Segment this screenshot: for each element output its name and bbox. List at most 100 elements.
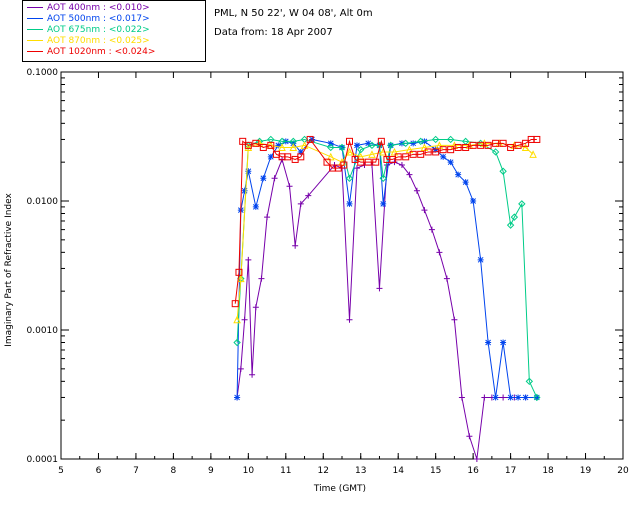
x-tick-label: 14 [392, 466, 404, 476]
data-point [245, 256, 252, 263]
legend-swatch [27, 51, 43, 52]
data-point [515, 394, 522, 401]
legend-item-500nm: AOT 500nm : <0.017> [27, 14, 150, 25]
x-tick-label: 20 [617, 466, 629, 476]
data-point [353, 165, 360, 172]
data-point [234, 394, 241, 401]
data-point [346, 200, 353, 207]
data-point [491, 148, 500, 156]
data-point [267, 141, 275, 149]
data-point [241, 316, 248, 323]
data-point [499, 139, 507, 147]
legend-label: AOT 870nm : <0.025> [47, 36, 150, 46]
data-point [485, 339, 492, 346]
data-point [500, 339, 507, 346]
data-point [357, 145, 365, 154]
data-point [233, 315, 241, 324]
data-point [368, 141, 376, 150]
data-point [506, 221, 515, 229]
x-tick-label: 16 [467, 466, 479, 476]
legend-label: AOT 1020nm : <0.024> [47, 47, 156, 57]
data-point [470, 198, 477, 204]
data-point [345, 137, 353, 145]
data-point [338, 143, 346, 152]
data-point [323, 158, 331, 166]
data-point [356, 152, 365, 161]
data-point [241, 187, 248, 194]
data-point [271, 175, 278, 182]
data-point [231, 300, 239, 308]
legend-swatch [27, 40, 43, 41]
y-tick-label: 0.0001 [27, 455, 59, 465]
y-tick-label: 0.1000 [27, 68, 59, 78]
data-point [510, 213, 519, 221]
data-point [465, 141, 474, 149]
data-point [357, 158, 365, 166]
x-axis-label: Time (GMT) [313, 484, 366, 494]
data-point [492, 139, 500, 147]
data-point [353, 142, 360, 149]
data-point [346, 316, 353, 323]
data-point [432, 146, 439, 153]
data-point [292, 242, 299, 249]
y-tick-label: 0.0100 [27, 197, 59, 207]
x-tick-label: 6 [96, 466, 102, 476]
data-point [484, 141, 492, 149]
data-point [297, 200, 304, 207]
legend-item-870nm: AOT 870nm : <0.025> [27, 36, 150, 47]
data-point [424, 148, 432, 156]
data-point [264, 214, 271, 221]
data-point [514, 141, 522, 149]
data-point [252, 139, 260, 147]
data-point [244, 143, 253, 151]
data-point [439, 146, 447, 154]
data-point [380, 200, 387, 207]
data-point [492, 394, 499, 401]
data-point [409, 150, 417, 158]
data-point [305, 192, 312, 199]
x-tick-label: 12 [318, 466, 329, 476]
data-point [446, 135, 455, 144]
data-point [259, 143, 267, 151]
legend-swatch [27, 7, 43, 8]
data-point [499, 167, 507, 175]
data-point [297, 148, 304, 155]
x-tick-label: 5 [58, 466, 64, 476]
data-point [477, 141, 485, 149]
x-tick-label: 18 [542, 466, 554, 476]
legend: AOT 400nm : <0.010> AOT 500nm : <0.017> … [22, 0, 206, 62]
data-point [255, 139, 264, 147]
data-point [326, 152, 335, 161]
data-point [258, 275, 265, 282]
data-point [416, 137, 425, 146]
data-point [500, 394, 507, 401]
x-tick-label: 11 [280, 466, 291, 476]
data-point [386, 141, 395, 150]
data-point [529, 150, 537, 158]
legend-item-400nm: AOT 400nm : <0.010> [27, 3, 150, 14]
data-point [345, 174, 354, 182]
data-point [290, 140, 297, 147]
data-point [249, 371, 256, 378]
data-point [402, 153, 410, 161]
data-point [432, 148, 440, 156]
data-point [340, 161, 348, 169]
series-line-1 [236, 138, 537, 398]
data-point [286, 183, 293, 190]
data-point [443, 275, 450, 282]
data-point [267, 153, 274, 160]
legend-label: AOT 400nm : <0.010> [47, 3, 150, 13]
data-point [394, 153, 402, 161]
data-point [245, 168, 252, 175]
legend-swatch [27, 29, 43, 30]
data-point [237, 365, 244, 372]
x-tick-label: 10 [243, 466, 255, 476]
data-point [447, 146, 455, 154]
y-axis-label: Imaginary Part of Refractive Index [4, 192, 14, 346]
data-point [345, 147, 354, 156]
y-tick-label: 0.0010 [27, 326, 59, 336]
data-point [522, 139, 530, 147]
data-point [275, 142, 282, 149]
data-point [309, 136, 316, 143]
x-tick-label: 8 [171, 466, 177, 476]
